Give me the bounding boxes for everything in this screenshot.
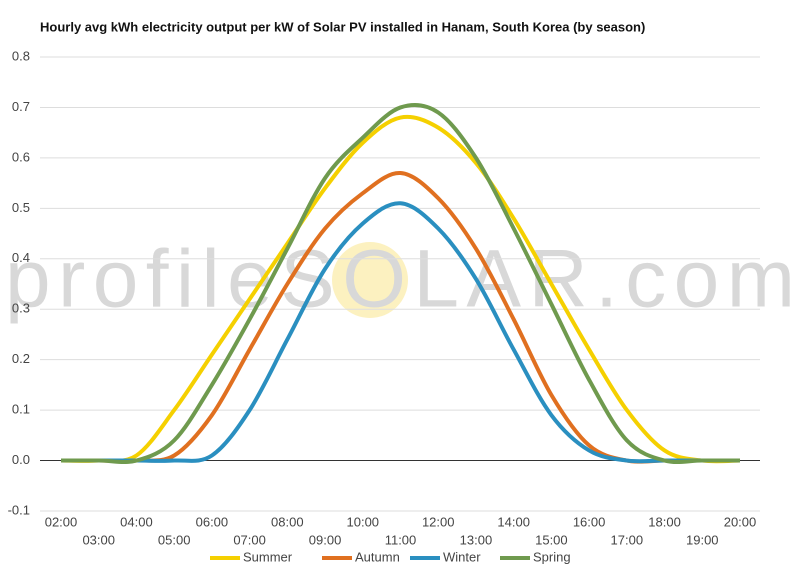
y-tick-label: 0.4 (12, 250, 30, 265)
series-line (61, 201, 740, 464)
y-tick-label: 0.2 (12, 351, 30, 366)
legend-label: Autumn (355, 549, 400, 564)
watermark: profileSOLAR.com (5, 234, 795, 325)
x-tick-label: 18:00 (648, 514, 681, 529)
x-tick-label: 13:00 (460, 532, 493, 547)
y-tick-label: -0.1 (8, 502, 30, 517)
x-tick-label: 06:00 (196, 514, 229, 529)
x-tick-label: 14:00 (497, 514, 530, 529)
y-tick-label: 0.5 (12, 200, 30, 215)
chart-title: Hourly avg kWh electricity output per kW… (40, 19, 645, 34)
watermark-sun (332, 242, 408, 318)
y-tick-label: 0.3 (12, 301, 30, 316)
x-tick-label: 08:00 (271, 514, 304, 529)
x-tick-label: 02:00 (45, 514, 78, 529)
x-tick-label: 05:00 (158, 532, 191, 547)
x-tick-label: 19:00 (686, 532, 719, 547)
x-tick-label: 03:00 (82, 532, 115, 547)
x-tick-label: 12:00 (422, 514, 455, 529)
x-tick-label: 17:00 (611, 532, 644, 547)
x-tick-label: 09:00 (309, 532, 342, 547)
x-tick-label: 10:00 (347, 514, 380, 529)
x-tick-label: 15:00 (535, 532, 568, 547)
y-tick-label: 0.1 (12, 402, 30, 417)
legend-label: Summer (243, 549, 293, 564)
x-tick-label: 20:00 (724, 514, 757, 529)
x-tick-label: 04:00 (120, 514, 153, 529)
y-tick-label: 0.8 (12, 48, 30, 63)
series-line (60, 114, 741, 464)
legend-label: Winter (443, 549, 481, 564)
x-tick-label: 07:00 (233, 532, 266, 547)
x-tick-label: 16:00 (573, 514, 606, 529)
y-tick-label: 0.6 (12, 149, 30, 164)
y-tick-label: 0.0 (12, 452, 30, 467)
y-tick-label: 0.7 (12, 99, 30, 114)
x-tick-label: 11:00 (385, 532, 417, 547)
series-line (61, 102, 740, 465)
legend-label: Spring (533, 549, 571, 564)
